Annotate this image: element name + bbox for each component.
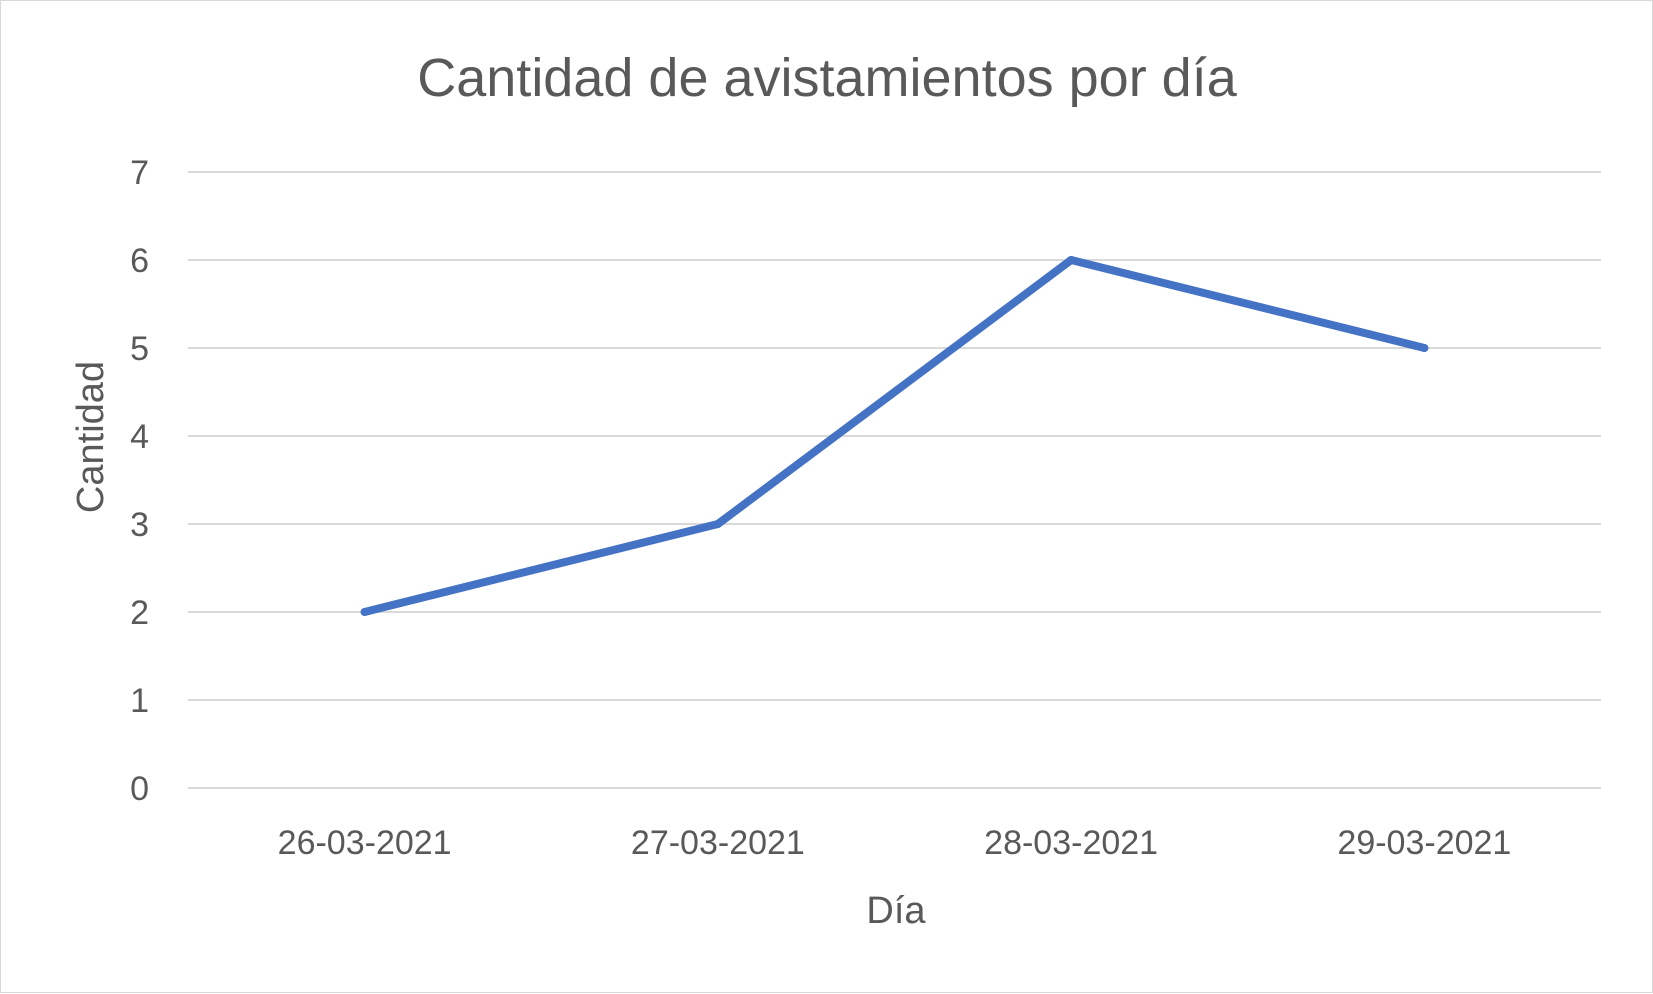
data-point-4 (1420, 344, 1429, 352)
x-tick-label-2: 27-03-2021 (631, 824, 805, 862)
y-tick-label-2: 2 (130, 594, 149, 632)
y-tick-label-1: 1 (130, 682, 149, 720)
x-tick-label-4: 29-03-2021 (1337, 824, 1511, 862)
y-tick-label-6: 6 (130, 242, 149, 280)
data-point-2 (713, 520, 722, 528)
data-point-3 (1067, 256, 1076, 264)
chart-title: Cantidad de avistamientos por día (417, 48, 1237, 108)
x-axis-title: Día (866, 890, 926, 932)
gridlines (188, 171, 1601, 789)
x-axis-tick-labels: 26-03-2021 27-03-2021 28-03-2021 29-03-2021 (278, 824, 1512, 862)
y-tick-label-0: 0 (130, 770, 149, 808)
y-tick-label-7: 7 (130, 154, 149, 192)
y-tick-label-5: 5 (130, 330, 149, 368)
x-tick-label-1: 26-03-2021 (278, 824, 452, 862)
series-layer (360, 256, 1429, 616)
y-axis-title: Cantidad (70, 361, 112, 513)
data-point-1 (360, 608, 369, 616)
series-line-1 (360, 256, 1429, 616)
y-tick-label-4: 4 (130, 418, 149, 456)
y-tick-label-3: 3 (130, 506, 149, 544)
y-axis-tick-labels: 0 1 2 3 4 5 6 7 (130, 154, 149, 808)
x-tick-label-3: 28-03-2021 (984, 824, 1158, 862)
